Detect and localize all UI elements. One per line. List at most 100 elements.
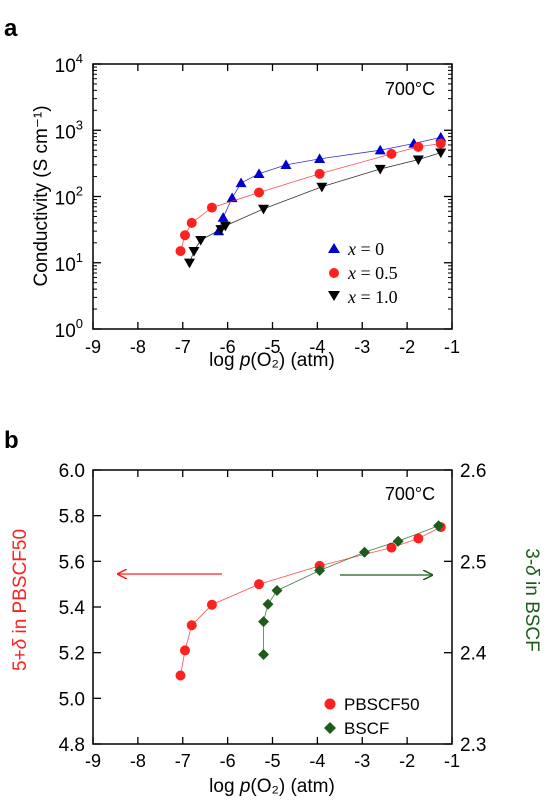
y-tick-label: 104 — [55, 51, 83, 77]
x-tick-label: -9 — [85, 751, 101, 771]
data-point-1 — [271, 585, 283, 597]
data-point-0 — [386, 542, 397, 553]
data-point-2 — [435, 148, 447, 159]
y-right-tick-label: 2.4 — [460, 644, 487, 665]
x-tick-label: -5 — [264, 337, 280, 357]
panel-b-right-y-axis-label: 3-δ in BSCF — [521, 548, 542, 652]
legend-label-x10: x = 1.0 — [347, 287, 398, 307]
panel-a-series — [175, 131, 447, 269]
y-left-tick-label: 6.0 — [59, 461, 85, 482]
data-point-1 — [314, 168, 325, 179]
data-point-1 — [433, 520, 445, 532]
data-point-2 — [374, 164, 386, 175]
legend-marker-triangle-up — [328, 243, 340, 253]
panel-a-plot-frame — [92, 63, 453, 330]
legend-label-x05: x = 0.5 — [347, 263, 398, 283]
data-point-0 — [435, 131, 447, 142]
data-point-0 — [413, 533, 424, 544]
panel-b-left-y-axis: 4.8 5.0 5.2 5.4 5.6 5.8 6.0 — [59, 461, 101, 756]
y-left-tick-label: 5.4 — [59, 598, 86, 619]
x-tick-label: -5 — [264, 751, 280, 771]
x-tick-label: -7 — [175, 337, 191, 357]
series-line-0 — [218, 137, 441, 232]
data-point-2 — [412, 155, 424, 166]
legend-label-pbscf50: PBSCF50 — [344, 695, 420, 714]
data-point-0 — [374, 144, 386, 155]
series-line-2 — [189, 152, 441, 263]
series-line-0 — [180, 526, 441, 676]
data-point-1 — [262, 598, 274, 610]
legend-label-bscf: BSCF — [344, 719, 389, 738]
legend-marker-diamond — [324, 722, 336, 734]
y-right-tick-label: 2.3 — [460, 735, 486, 756]
x-tick-label: -8 — [130, 751, 146, 771]
x-tick-label: -3 — [354, 337, 370, 357]
legend-label-x0: x = 0 — [347, 239, 384, 259]
data-point-1 — [254, 187, 265, 198]
panel-b-label: b — [4, 427, 19, 454]
x-tick-label: -2 — [399, 751, 415, 771]
y-right-tick-label: 2.5 — [460, 552, 486, 573]
data-point-1 — [435, 138, 446, 149]
data-point-2 — [316, 182, 328, 193]
data-point-1 — [258, 648, 270, 660]
data-point-1 — [314, 564, 326, 576]
legend-item-pbscf50: PBSCF50 — [324, 695, 420, 714]
panel-a-x-axis: -9 -8 -7 -6 -5 -4 -3 -2 -1 — [85, 64, 460, 357]
x-tick-label: -4 — [309, 337, 325, 357]
data-point-1 — [358, 546, 370, 558]
y-tick-label: 102 — [55, 184, 83, 210]
data-point-0 — [206, 599, 217, 610]
x-tick-label: -9 — [85, 337, 101, 357]
data-point-1 — [386, 148, 397, 159]
y-right-tick-label: 2.6 — [460, 461, 486, 482]
x-tick-label: -3 — [354, 751, 370, 771]
data-point-0 — [179, 645, 190, 656]
y-tick-label: 101 — [55, 250, 83, 276]
panel-a-y-axis-label: Conductivity (S cm⁻¹) — [31, 105, 52, 286]
panel-b-right-y-axis: 2.3 2.4 2.5 2.6 — [444, 461, 487, 756]
data-point-2 — [188, 246, 200, 257]
data-point-1 — [179, 230, 190, 241]
data-point-1 — [206, 202, 217, 213]
panel-a-legend: x = 0 x = 0.5 x = 1.0 — [328, 239, 398, 307]
x-tick-label: -1 — [444, 337, 460, 357]
panel-b-x-axis: -9 -8 -7 -6 -5 -4 -3 -2 -1 — [85, 470, 460, 771]
data-point-2 — [195, 235, 207, 246]
legend-item-x0: x = 0 — [328, 239, 384, 259]
data-point-1 — [175, 246, 186, 257]
series-line-1 — [263, 525, 439, 655]
x-tick-label: -6 — [220, 751, 236, 771]
y-tick-label: 100 — [55, 316, 83, 342]
panel-b-left-y-axis-label: 5+δ in PBSCF50 — [10, 529, 31, 671]
legend-item-bscf: BSCF — [324, 719, 389, 738]
panel-b-series — [175, 520, 446, 681]
x-tick-label: -7 — [175, 751, 191, 771]
x-tick-label: -6 — [220, 337, 236, 357]
panel-a: a -9 -8 -7 -6 -5 -4 -3 -2 -1 100 101 102 103 104 700… — [4, 15, 460, 371]
y-left-tick-label: 5.6 — [59, 552, 85, 573]
data-point-0 — [175, 670, 186, 681]
legend-item-x10: x = 1.0 — [328, 287, 398, 307]
panel-b: b -9 -8 -7 -6 -5 -4 -3 -2 -1 4.8 5.0 5.2 5.4 5.6 5.8 6… — [4, 427, 542, 797]
data-point-1 — [258, 616, 270, 628]
data-point-0 — [217, 212, 229, 222]
x-tick-label: -8 — [130, 337, 146, 357]
panel-a-y-axis: 100 101 102 103 104 — [55, 51, 452, 342]
legend-marker-triangle-down — [328, 291, 340, 301]
y-tick-label: 103 — [55, 117, 83, 143]
data-point-2 — [183, 258, 195, 269]
data-point-2 — [219, 221, 231, 232]
data-point-1 — [392, 535, 404, 547]
x-tick-label: -1 — [444, 751, 460, 771]
panel-b-legend: PBSCF50 BSCF — [324, 695, 420, 738]
legend-item-x05: x = 0.5 — [329, 263, 398, 283]
data-point-0 — [280, 159, 292, 170]
data-point-0 — [314, 153, 326, 163]
data-point-1 — [186, 217, 197, 228]
legend-marker-circle — [329, 268, 339, 278]
panel-a-x-axis-label: log p(O₂) (atm) — [209, 350, 335, 371]
data-point-1 — [413, 141, 424, 152]
y-left-tick-label: 5.8 — [59, 507, 85, 528]
